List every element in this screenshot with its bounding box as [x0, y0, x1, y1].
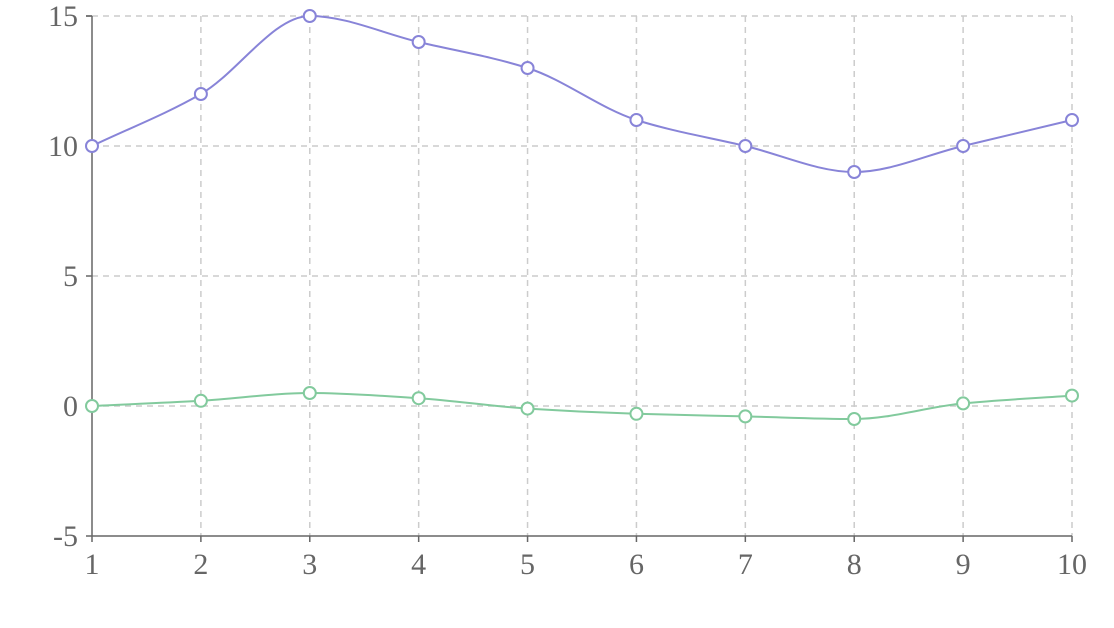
y-tick-label: 10	[48, 130, 78, 163]
series-1-point[interactable]	[956, 139, 971, 153]
y-tick-label: -5	[53, 520, 78, 553]
series-lines	[91, 14, 1073, 421]
y-tick-label: 0	[63, 390, 78, 423]
series-2-point[interactable]	[1065, 388, 1079, 403]
y-axis-ticks: -5 0 5 10 15	[48, 0, 92, 553]
series-1-point[interactable]	[302, 9, 317, 23]
x-tick-label: 3	[302, 548, 317, 581]
series-2-point[interactable]	[520, 401, 535, 416]
series-2-point[interactable]	[85, 399, 99, 413]
x-tick-label: 9	[956, 548, 971, 581]
series-2-line	[91, 391, 1073, 421]
series-2-point[interactable]	[738, 409, 753, 424]
series-1-line	[91, 14, 1073, 174]
series-1-point[interactable]	[520, 61, 535, 75]
y-tick-label: 5	[63, 260, 78, 293]
series-2-point[interactable]	[629, 406, 644, 421]
series-1-point[interactable]	[738, 139, 753, 153]
grid-lines	[92, 15, 1073, 536]
x-tick-label: 5	[520, 548, 535, 581]
series-2-point[interactable]	[302, 386, 317, 400]
data-points	[85, 9, 1079, 426]
series-1-point[interactable]	[1065, 113, 1079, 127]
series-2-point[interactable]	[847, 412, 862, 426]
series-1-point[interactable]	[193, 87, 208, 101]
series-1-point[interactable]	[85, 139, 99, 153]
x-tick-label: 10	[1057, 548, 1087, 581]
series-2-point[interactable]	[193, 393, 208, 408]
series-1-point[interactable]	[629, 113, 644, 127]
x-tick-label: 7	[738, 548, 753, 581]
y-tick-label: 15	[48, 0, 78, 33]
series-2-point[interactable]	[411, 391, 426, 406]
x-tick-label: 4	[411, 548, 426, 581]
x-tick-label: 8	[847, 548, 862, 581]
x-tick-label: 6	[629, 548, 644, 581]
series-1-point[interactable]	[411, 35, 426, 49]
x-tick-label: 1	[85, 548, 100, 581]
series-2-point[interactable]	[956, 396, 971, 411]
x-axis-ticks: 1 2 3 4 5 6 7 8 9 10	[85, 536, 1087, 581]
x-tick-label: 2	[193, 548, 208, 581]
series-1-point[interactable]	[847, 165, 862, 179]
